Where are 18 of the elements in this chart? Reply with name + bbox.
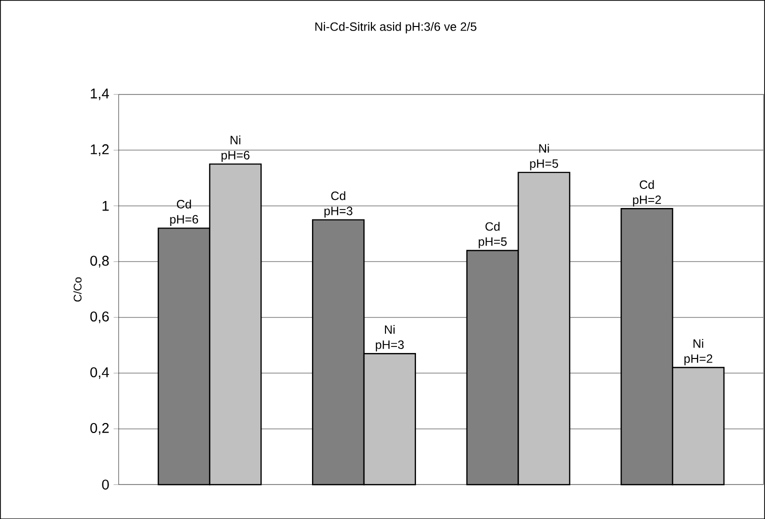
y-tick-label: 0 xyxy=(102,479,109,490)
y-tick-label: 0,4 xyxy=(90,367,109,379)
y-tick-label: 1,2 xyxy=(90,144,109,156)
y-axis-title: C/Co xyxy=(73,277,82,302)
y-tick-label: 0,2 xyxy=(90,422,109,434)
y-tick-label: 0,6 xyxy=(90,311,109,324)
annotation: Cd pH=2 xyxy=(633,180,661,206)
annotation: Ni pH=2 xyxy=(684,338,712,366)
y-tick-label: 1,4 xyxy=(90,88,109,100)
annotation: Ni pH=5 xyxy=(530,144,558,170)
annotation: Cd pH=3 xyxy=(324,191,352,218)
annotation: Ni pH=3 xyxy=(376,324,404,352)
annotation: Ni pH=6 xyxy=(222,135,250,162)
chart-title: Ni-Cd-Sitrik asid pH:3/6 ve 2/5 xyxy=(315,22,476,34)
annotation: Cd pH=6 xyxy=(170,199,198,226)
y-tick-label: 1 xyxy=(102,200,109,211)
annotation: Cd pH=5 xyxy=(478,222,507,248)
y-tick-label: 0,8 xyxy=(90,256,109,268)
